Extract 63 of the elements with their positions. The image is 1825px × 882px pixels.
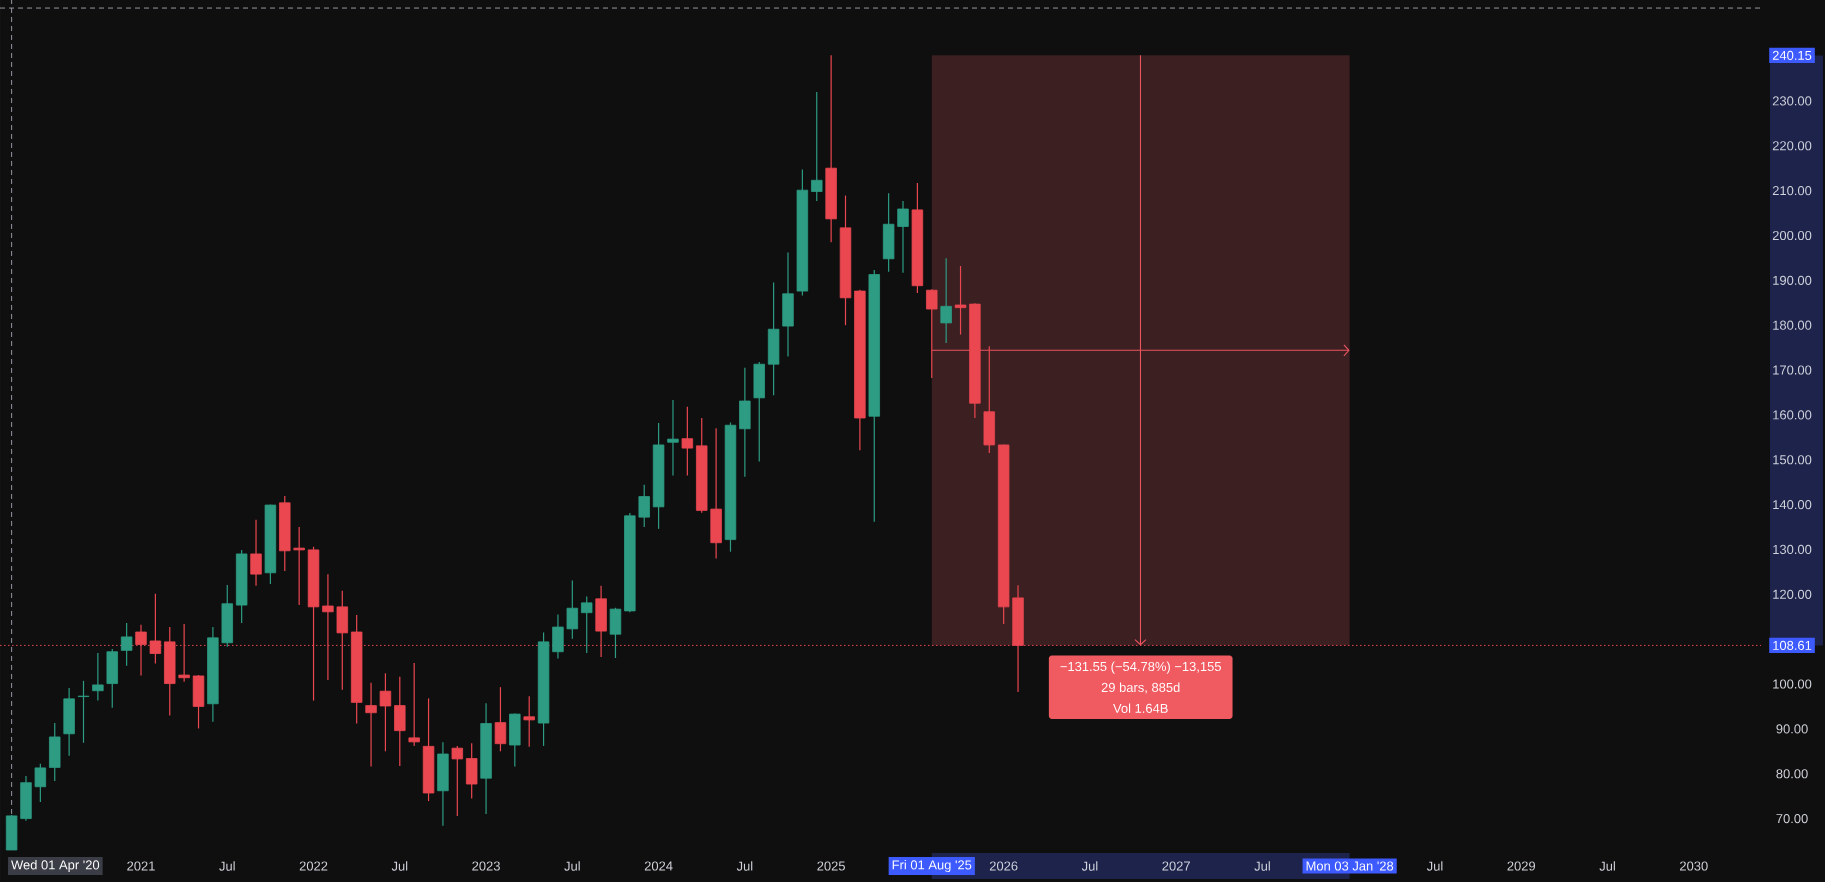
candlestick <box>451 745 464 817</box>
candlestick <box>494 686 507 752</box>
x-tick-label: Jul <box>564 861 580 871</box>
y-tick-label: 90.00 <box>1776 724 1808 734</box>
candlestick <box>92 652 104 702</box>
y-tick-label: 220.00 <box>1772 141 1812 151</box>
annotation: Vol 1.64B <box>1113 703 1168 713</box>
candlestick <box>120 622 133 667</box>
x-tick-label: Jul <box>219 861 235 871</box>
y-tick-label: 70.00 <box>1776 814 1808 824</box>
x-tick-label: Jul <box>736 861 753 871</box>
candlestick <box>954 265 967 336</box>
candlestick <box>681 406 694 477</box>
candlestick <box>293 526 305 606</box>
annotation: −131.55 (−54.78%) −13,155 <box>1060 661 1221 674</box>
x-tick-label: Jul <box>1426 861 1443 871</box>
x-tick-label: 2024 <box>644 861 673 871</box>
x-tick-label: 2026 <box>989 861 1018 871</box>
candlestick <box>926 288 938 379</box>
x-tick-label: Mon 03 Jan '28 <box>1306 861 1394 871</box>
y-tick-label: 108.61 <box>1773 640 1812 650</box>
y-tick-label: 230.00 <box>1772 96 1812 106</box>
y-tick-label: 120.00 <box>1773 589 1812 599</box>
candlestick <box>250 519 262 587</box>
x-tick-label: Jul <box>391 861 408 871</box>
candlestick <box>408 662 420 747</box>
x-tick-label: 2029 <box>1507 861 1536 871</box>
x-tick-label: 2021 <box>127 861 155 871</box>
x-tick-label: Wed 01 Apr '20 <box>11 859 100 873</box>
x-tick-label: Fri 01 Aug '25 <box>892 859 972 873</box>
candlestick <box>638 484 650 528</box>
candlestick <box>365 682 377 768</box>
candlestick <box>811 91 823 202</box>
x-tick-label: Jul <box>1081 861 1098 871</box>
y-tick-label: 160.00 <box>1773 410 1812 420</box>
candlestick <box>566 579 579 640</box>
annotation: 29 bars, 885d <box>1101 682 1180 694</box>
candlestick <box>897 200 909 274</box>
y-tick-label: 150.00 <box>1773 455 1812 465</box>
x-tick-label: 2025 <box>817 861 845 871</box>
x-tick-label: Jul <box>1599 861 1615 871</box>
candlestick <box>34 763 47 803</box>
candlestick <box>940 257 952 344</box>
candlestick <box>379 672 392 752</box>
x-tick-label: 2027 <box>1162 861 1190 871</box>
x-tick-label: 2023 <box>472 861 500 871</box>
candlestick <box>667 399 679 477</box>
x-tick-label: 2030 <box>1680 861 1708 871</box>
y-tick-label: 100.00 <box>1773 679 1812 689</box>
x-tick-label: 2022 <box>299 861 328 871</box>
y-tick-label: 130.00 <box>1773 544 1812 555</box>
y-tick-label: 170.00 <box>1773 365 1812 375</box>
candlestick <box>580 595 593 654</box>
y-tick-label: 190.00 <box>1773 275 1812 285</box>
y-tick-label: 80.00 <box>1776 769 1808 779</box>
x-tick-label: Jul <box>1254 861 1270 871</box>
candlestick <box>523 695 535 748</box>
y-tick-label: 240.15 <box>1772 50 1812 60</box>
y-tick-label: 140.00 <box>1773 500 1812 510</box>
y-tick-label: 180.00 <box>1773 320 1812 330</box>
y-tick-label: 210.00 <box>1772 186 1812 196</box>
candlestick <box>77 680 90 744</box>
y-tick-label: 200.00 <box>1772 230 1812 241</box>
